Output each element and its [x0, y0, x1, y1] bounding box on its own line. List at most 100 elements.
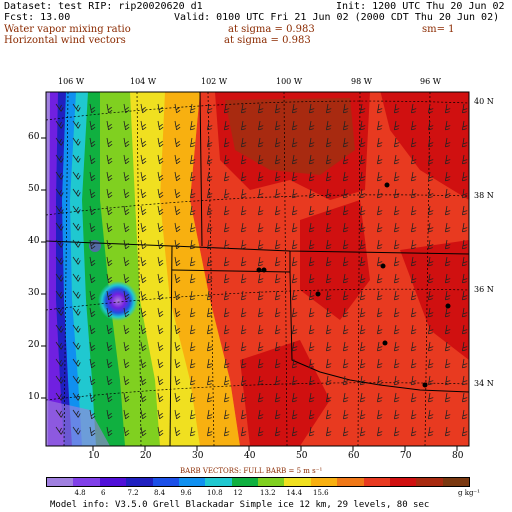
grid-y-label: 40: [28, 236, 40, 246]
wind-barb: [445, 171, 451, 182]
wind-barb: [258, 188, 264, 199]
wind-barb: [224, 239, 230, 250]
wind-barb: [326, 137, 332, 148]
wind-barb: [123, 358, 130, 369]
wind-barb: [309, 154, 315, 165]
wind-barb: [462, 137, 468, 148]
wind-barb: [55, 103, 64, 112]
wind-barb: [428, 273, 434, 284]
wind-barb: [394, 154, 400, 165]
wind-barb: [72, 409, 81, 418]
wind-barb: [72, 307, 81, 316]
wind-barb: [207, 222, 213, 233]
wind-barb: [394, 120, 400, 131]
wind-barb: [207, 188, 213, 199]
wind-barb: [445, 137, 451, 148]
wind-barb: [309, 426, 315, 437]
grid-y-label: 30: [28, 288, 40, 298]
wind-barb: [72, 375, 81, 384]
wind-barb: [411, 239, 417, 250]
wind-barb: [123, 205, 130, 216]
wind-barb: [140, 120, 147, 131]
wind-barb: [140, 103, 147, 114]
wind-barb: [258, 154, 264, 165]
wind-barb: [462, 120, 468, 131]
wind-barb: [445, 103, 451, 114]
wind-barb: [89, 307, 96, 318]
wind-barb: [258, 409, 264, 420]
wind-barb: [292, 120, 298, 131]
wind-barb: [140, 239, 147, 250]
wind-barb: [292, 341, 298, 352]
wind-barb: [275, 154, 281, 165]
wind-barb: [224, 290, 230, 301]
wind-barb: [394, 341, 400, 352]
wind-barb: [207, 239, 213, 250]
wind-barb: [377, 290, 383, 301]
wind-barb: [207, 341, 213, 352]
wind-barb: [157, 358, 164, 369]
wind-barb: [224, 154, 230, 165]
wind-barb: [123, 137, 130, 148]
wind-barb: [326, 358, 332, 369]
wind-barb: [275, 273, 281, 284]
wind-barb: [106, 205, 113, 216]
wind-barb: [326, 307, 332, 318]
wind-barb: [106, 273, 113, 284]
wind-barb: [462, 426, 468, 437]
wind-barb: [411, 103, 417, 114]
wind-barb: [207, 409, 213, 420]
wind-barb: [106, 188, 113, 199]
wind-barb: [190, 222, 196, 233]
wind-barb: [394, 103, 400, 114]
wind-barb: [55, 409, 64, 418]
wind-barb: [462, 341, 468, 352]
wind-barb: [190, 358, 196, 369]
wind-barb: [462, 324, 468, 335]
wind-barb: [377, 426, 383, 437]
wind-barb: [411, 307, 417, 318]
wind-barb: [343, 426, 349, 437]
wind-barb: [309, 120, 315, 131]
wind-barb: [445, 205, 451, 216]
wind-barb: [275, 426, 281, 437]
wind-barb: [275, 375, 281, 386]
wind-barb: [275, 307, 281, 318]
grid-y-label: 50: [28, 184, 40, 194]
wind-barb: [123, 375, 130, 386]
wind-barb: [292, 205, 298, 216]
wind-barb: [89, 120, 96, 131]
wind-barb: [411, 205, 417, 216]
wind-barb: [207, 324, 213, 335]
wind-barb: [428, 171, 434, 182]
wind-barb: [411, 290, 417, 301]
state-boundaries: [45, 91, 470, 447]
init-time: Init: 1200 UTC Thu 20 Jun 02: [336, 1, 505, 12]
wind-barb: [89, 290, 96, 301]
wind-barb: [89, 341, 96, 352]
wind-barb: [207, 205, 213, 216]
wind-barb: [292, 103, 298, 114]
wind-barb: [106, 324, 113, 335]
wind-barb: [428, 392, 434, 403]
wind-barb: [207, 358, 213, 369]
wind-barb: [224, 171, 230, 182]
wind-barb: [275, 290, 281, 301]
wind-barb: [394, 273, 400, 284]
color-bar-swatch: [152, 478, 179, 486]
wind-barb: [326, 239, 332, 250]
wind-barb: [445, 290, 451, 301]
field2-level: at sigma = 0.983: [224, 35, 311, 46]
wind-barb: [411, 171, 417, 182]
wind-barb: [123, 324, 130, 335]
wind-barb: [157, 188, 164, 199]
wind-barb: [394, 137, 400, 148]
wind-barb: [174, 392, 181, 403]
grid-x-label: 10: [88, 451, 100, 461]
wind-barb: [123, 120, 130, 131]
wind-barb: [343, 154, 349, 165]
wind-barb: [72, 290, 81, 299]
wind-barb: [411, 154, 417, 165]
wind-barb: [411, 426, 417, 437]
wind-barb: [445, 273, 451, 284]
